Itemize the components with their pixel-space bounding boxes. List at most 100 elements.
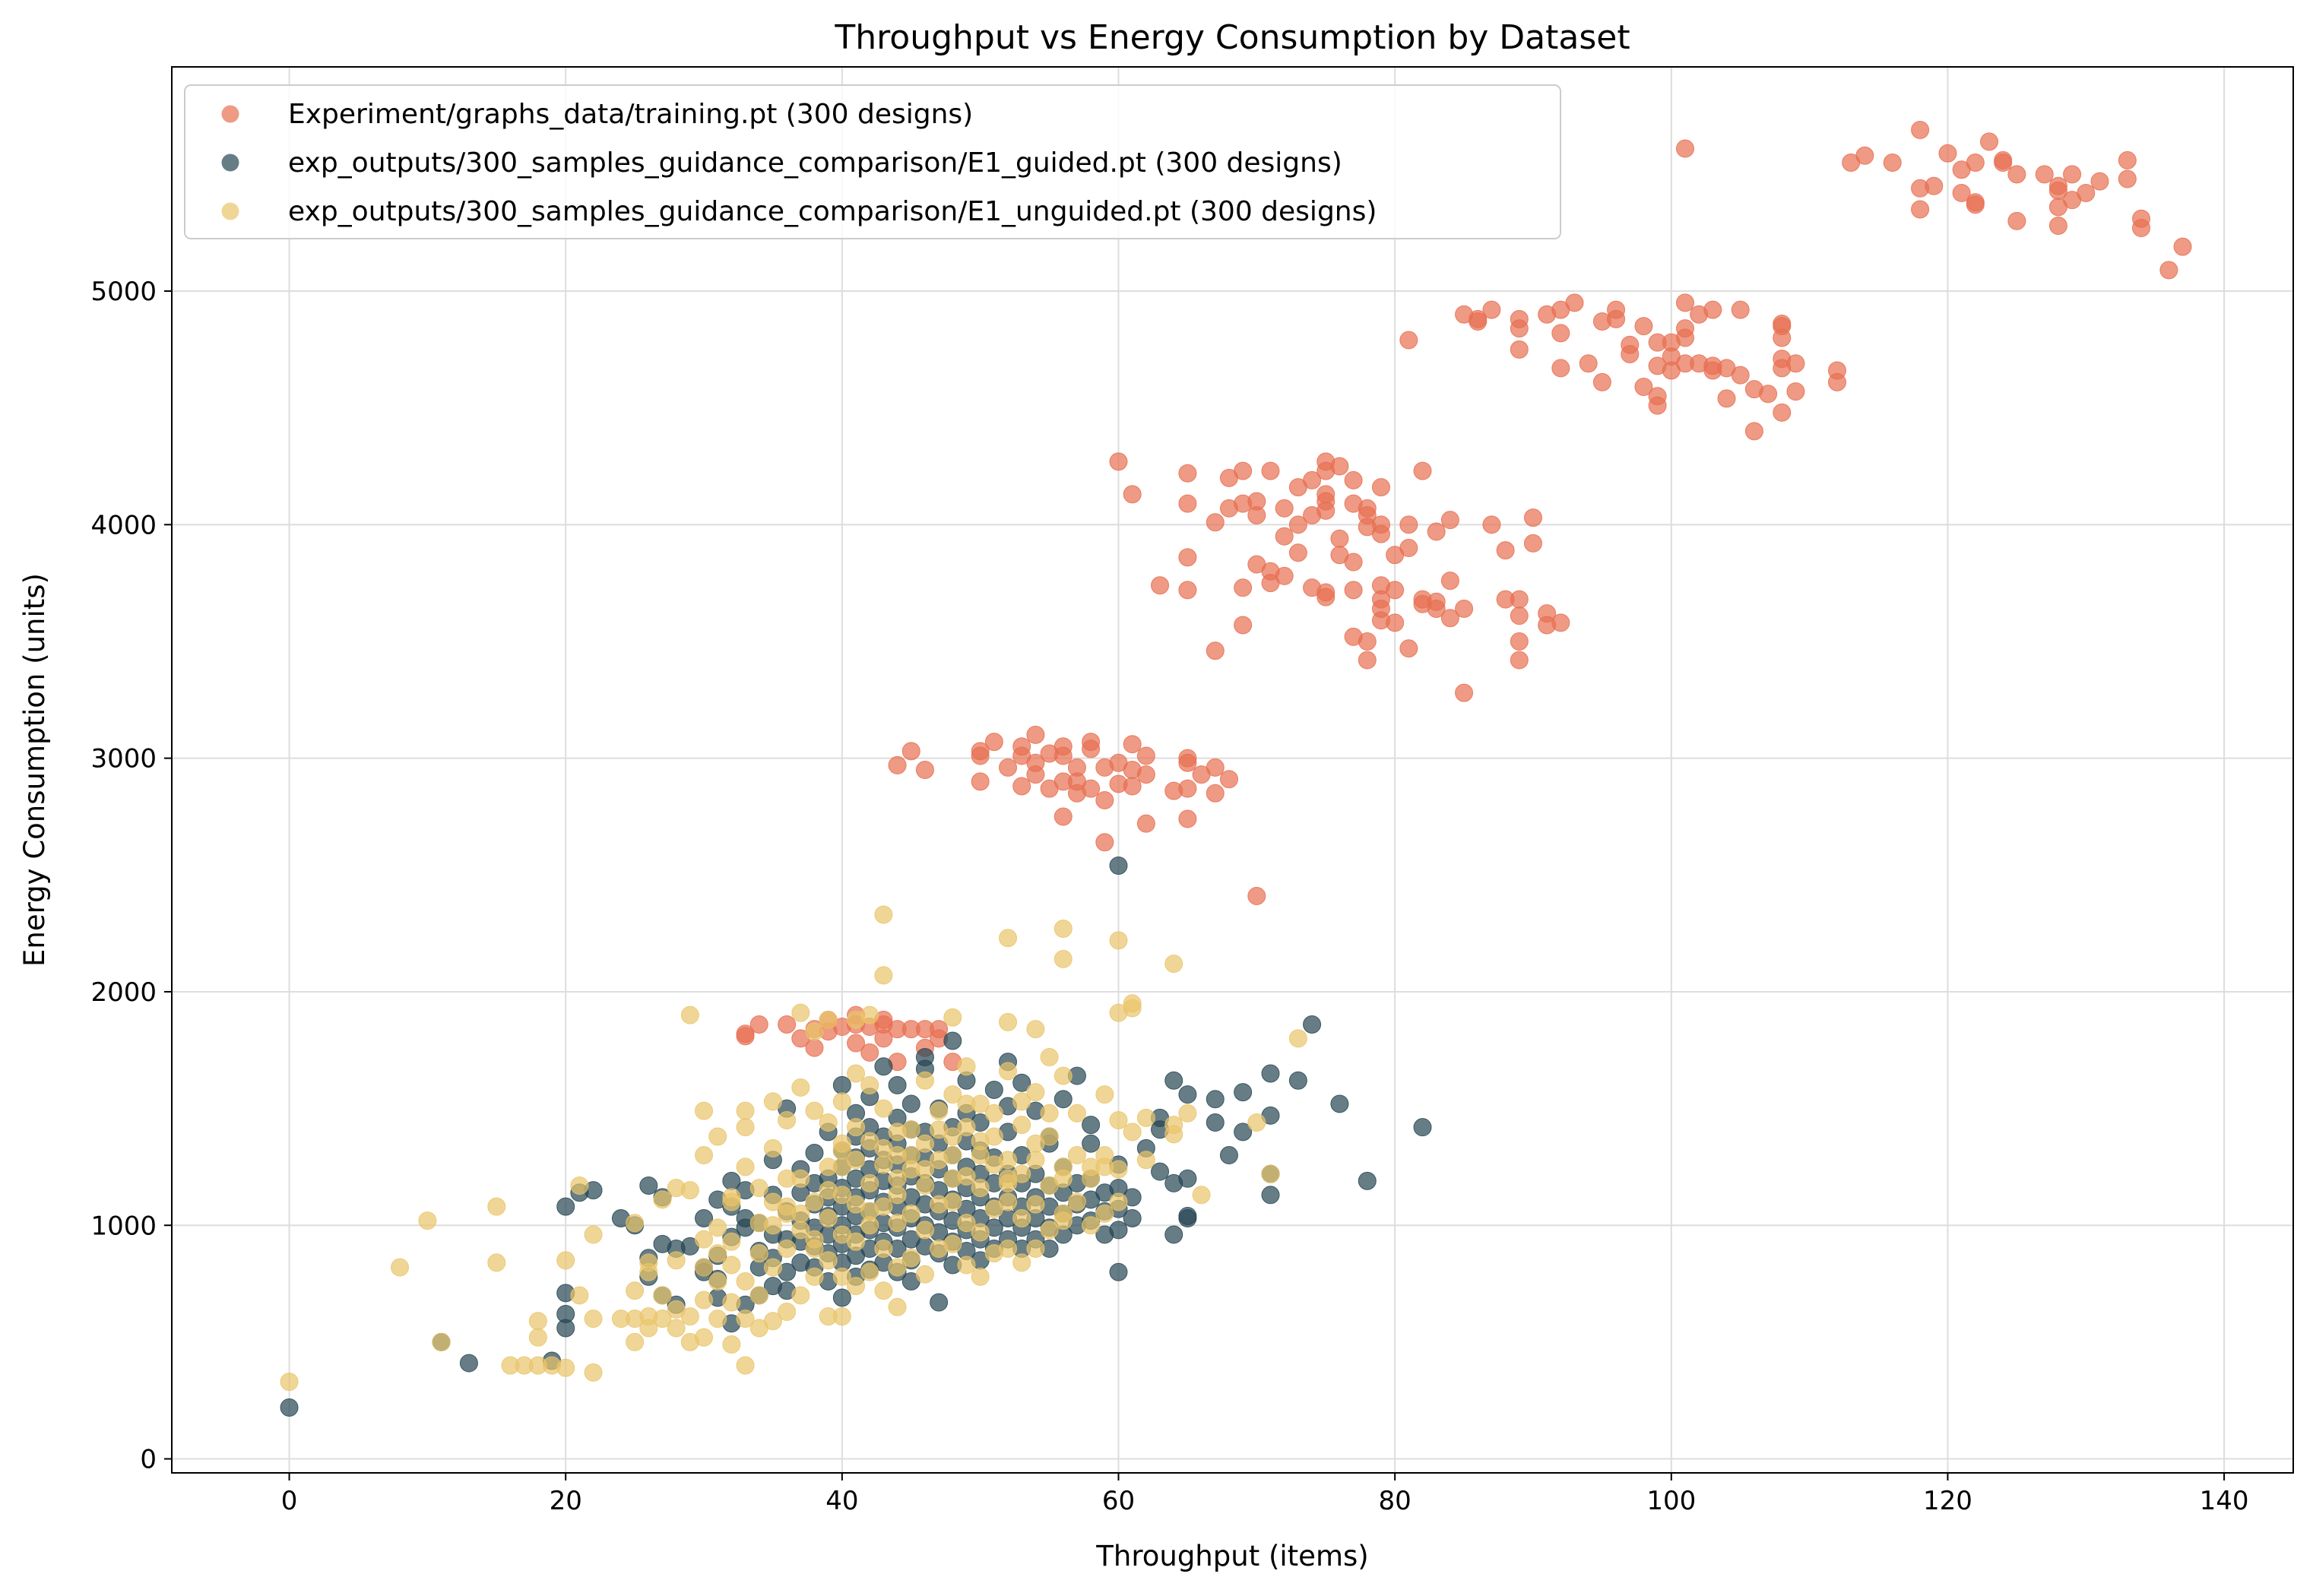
data-point <box>943 1127 962 1146</box>
data-point <box>1482 300 1501 319</box>
data-point <box>1510 651 1529 670</box>
data-point <box>695 1230 714 1249</box>
data-point <box>915 761 934 779</box>
data-point <box>915 1265 934 1284</box>
data-point <box>999 1192 1018 1211</box>
data-point <box>1136 746 1155 765</box>
x-axis-label: Throughput (items) <box>1095 1540 1368 1572</box>
data-point <box>874 1057 893 1076</box>
data-point <box>280 1373 299 1392</box>
data-point <box>860 1262 879 1281</box>
data-point <box>1178 753 1197 772</box>
data-point <box>1109 1160 1128 1179</box>
data-point <box>943 1192 962 1211</box>
data-point <box>778 1239 797 1258</box>
data-point <box>1234 1123 1253 1142</box>
data-point <box>1371 515 1390 534</box>
data-point <box>1123 777 1142 796</box>
data-point <box>999 929 1018 948</box>
legend-label: Experiment/graphs_data/training.pt (300 … <box>288 99 973 130</box>
data-point <box>1455 683 1474 702</box>
x-tick-label: 100 <box>1646 1486 1696 1516</box>
data-point <box>653 1286 672 1305</box>
data-point <box>1523 508 1542 527</box>
axis-ticks: 0 20 40 60 80 100 120 140 0 1000 2000 3000 4000 5000 <box>90 277 2248 1516</box>
y-tick-label: 4000 <box>90 510 157 540</box>
y-tick-label: 3000 <box>90 744 157 774</box>
data-point <box>763 1216 782 1235</box>
legend-marker <box>221 202 239 220</box>
data-point <box>1261 461 1280 480</box>
data-point <box>749 1015 768 1034</box>
data-point <box>1275 566 1294 585</box>
y-tick-label: 5000 <box>90 277 157 307</box>
data-point <box>459 1354 478 1373</box>
data-point <box>680 1181 699 1200</box>
data-point <box>832 1134 851 1153</box>
data-point <box>943 1169 962 1188</box>
data-point <box>1551 613 1570 632</box>
data-point <box>1054 1169 1073 1188</box>
data-point <box>1386 613 1405 632</box>
data-point <box>1938 144 1957 163</box>
data-point <box>1247 1113 1266 1132</box>
series-3 <box>280 905 1307 1392</box>
data-point <box>1151 576 1170 595</box>
data-point <box>736 1024 755 1043</box>
data-point <box>1178 1085 1197 1104</box>
data-point <box>778 1110 797 1129</box>
data-point <box>1234 1083 1253 1102</box>
data-point <box>1095 833 1114 852</box>
data-point <box>1344 581 1363 600</box>
data-point <box>2173 237 2192 256</box>
data-point <box>1358 632 1377 651</box>
data-point <box>1621 335 1640 354</box>
data-point <box>1012 1116 1031 1135</box>
data-point <box>1247 506 1266 525</box>
data-point <box>1344 553 1363 572</box>
data-point <box>1178 464 1197 483</box>
data-point <box>639 1176 658 1195</box>
data-point <box>1082 739 1101 758</box>
data-point <box>1082 1157 1101 1176</box>
data-point <box>778 1169 797 1188</box>
data-point <box>432 1332 451 1351</box>
data-point <box>1026 1151 1045 1170</box>
data-point <box>1786 382 1805 401</box>
data-point <box>1330 1094 1349 1113</box>
legend-box <box>184 84 1561 239</box>
data-point <box>1109 1221 1128 1240</box>
data-point <box>1206 1090 1225 1109</box>
data-point <box>1192 1186 1211 1205</box>
data-point <box>1026 753 1045 772</box>
y-tick-label: 2000 <box>90 977 157 1008</box>
data-point <box>1510 606 1529 625</box>
data-point <box>888 755 907 774</box>
data-point <box>1095 1204 1114 1223</box>
data-point <box>1054 1211 1073 1230</box>
data-point <box>999 1012 1018 1031</box>
data-point <box>1358 506 1377 525</box>
data-point <box>1178 494 1197 513</box>
data-point <box>778 1015 797 1034</box>
data-point <box>1178 1104 1197 1123</box>
data-point <box>418 1211 437 1230</box>
data-point <box>1469 309 1488 328</box>
data-point <box>1399 539 1418 558</box>
data-point <box>736 1101 755 1120</box>
data-point <box>487 1253 506 1272</box>
data-point <box>528 1328 547 1347</box>
data-point <box>1109 931 1128 950</box>
data-point <box>556 1358 575 1377</box>
data-point <box>1883 153 1902 172</box>
data-point <box>1275 527 1294 546</box>
data-point <box>819 1181 838 1200</box>
data-point <box>695 1290 714 1309</box>
data-point <box>708 1127 727 1146</box>
data-point <box>1496 541 1515 560</box>
data-point <box>1773 328 1792 347</box>
data-point <box>984 733 1003 752</box>
data-point <box>584 1309 603 1328</box>
data-point <box>1317 583 1336 602</box>
data-point <box>1067 1192 1086 1211</box>
